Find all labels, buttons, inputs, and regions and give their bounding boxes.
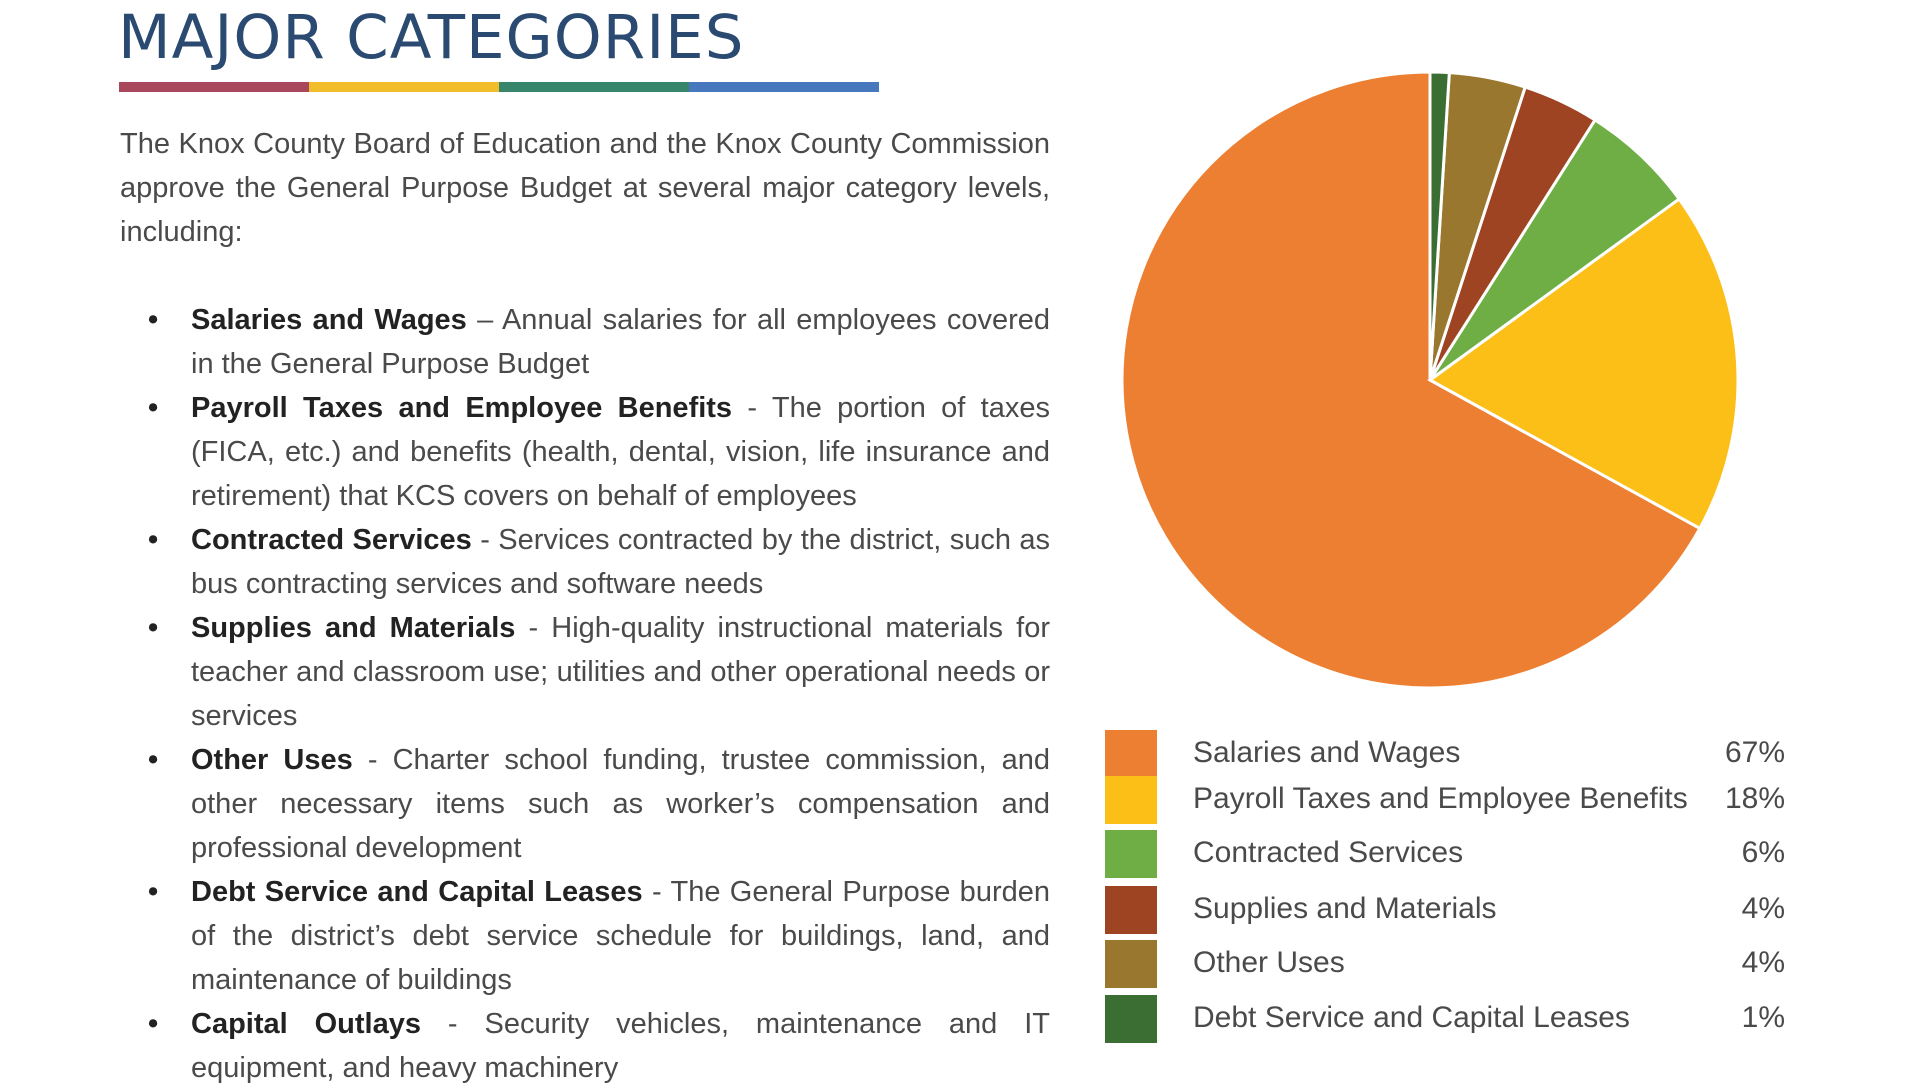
legend-swatch [1105,776,1157,824]
intro-paragraph: The Knox County Board of Education and t… [120,128,1050,248]
legend-swatch [1105,830,1157,878]
category-name: Other Uses [191,744,353,776]
pie-slice [1427,196,1740,531]
category-description: The General Purpose burden of the distri… [191,876,1050,996]
legend-label: Supplies and Materials [1193,892,1497,925]
legend-swatch [1105,940,1157,988]
bullet-icon: • [148,304,159,336]
category-description: Charter school funding, trustee commissi… [191,744,1050,864]
legend-item: Supplies and Materials 4% [1105,886,1785,934]
category-description: Annual salaries for all employees covere… [191,304,1050,380]
category-separator: - [515,612,552,644]
legend-label: Salaries and Wages [1193,736,1461,769]
legend-label: Payroll Taxes and Employee Benefits [1193,782,1688,815]
category-item: • Payroll Taxes and Employee Benefits - T… [120,386,1050,518]
bullet-icon: • [148,612,159,644]
legend-percent: 4% [1741,946,1785,979]
legend-percent: 1% [1741,1001,1785,1034]
chart-legend: Salaries and Wages 67% Payroll Taxes and E… [1105,730,1785,1050]
category-item: • Other Uses - Charter school funding, tr… [120,738,1050,870]
bullet-icon: • [148,392,159,424]
legend-percent: 6% [1741,836,1785,869]
category-name: Salaries and Wages [191,304,467,336]
legend-percent: 67% [1724,736,1785,769]
category-separator: - [642,876,671,908]
legend-item: Debt Service and Capital Leases 1% [1105,995,1785,1043]
legend-item: Other Uses 4% [1105,940,1785,988]
legend-item: Payroll Taxes and Employee Benefits 18% [1105,776,1785,824]
category-separator: - [732,392,772,424]
underline-segment [689,82,879,92]
category-name: Debt Service and Capital Leases [191,876,643,908]
legend-item: Contracted Services 6% [1105,830,1785,878]
legend-swatch [1105,995,1157,1043]
legend-percent: 4% [1741,892,1785,925]
legend-item: Salaries and Wages 67% [1105,730,1785,778]
pie-chart [1120,70,1740,690]
underline-segment [309,82,499,92]
title-underline [119,82,879,92]
category-name: Supplies and Materials [191,612,516,644]
category-separator: – [466,304,502,336]
page-title: MAJOR CATEGORIES [118,2,745,73]
pie-slice [1120,70,1702,690]
category-item: • Salaries and Wages – Annual salaries fo… [120,298,1050,386]
category-separator: - [352,744,393,776]
category-item: • Supplies and Materials - High-quality i… [120,606,1050,738]
bullet-icon: • [148,524,159,556]
category-list: • Salaries and Wages – Annual salaries fo… [120,298,1050,1090]
bullet-icon: • [148,744,159,776]
legend-label: Other Uses [1193,946,1345,979]
bullet-icon: • [148,1008,159,1040]
category-separator: - [420,1008,485,1040]
legend-swatch [1105,730,1157,778]
category-description: The portion of taxes (FICA, etc.) and be… [191,392,1050,512]
category-description: Security vehicles, maintenance and IT eq… [191,1008,1050,1084]
legend-swatch [1105,886,1157,934]
pie-slice [1428,70,1451,381]
category-name: Contracted Services [191,524,472,556]
underline-segment [119,82,309,92]
category-separator: - [471,524,499,556]
category-name: Payroll Taxes and Employee Benefits [191,392,733,424]
category-item: • Debt Service and Capital Leases - The G… [120,870,1050,1002]
legend-label: Contracted Services [1193,836,1464,869]
category-item: • Contracted Services - Services contract… [120,518,1050,606]
category-description: High-quality instructional materials for… [191,612,1051,732]
legend-label: Debt Service and Capital Leases [1193,1001,1630,1034]
legend-percent: 18% [1724,782,1785,815]
category-description: Services contracted by the district, suc… [191,524,1050,600]
underline-segment [499,82,689,92]
category-name: Capital Outlays [191,1008,421,1040]
bullet-icon: • [148,876,159,908]
category-item: • Capital Outlays - Security vehicles, ma… [120,1002,1050,1090]
